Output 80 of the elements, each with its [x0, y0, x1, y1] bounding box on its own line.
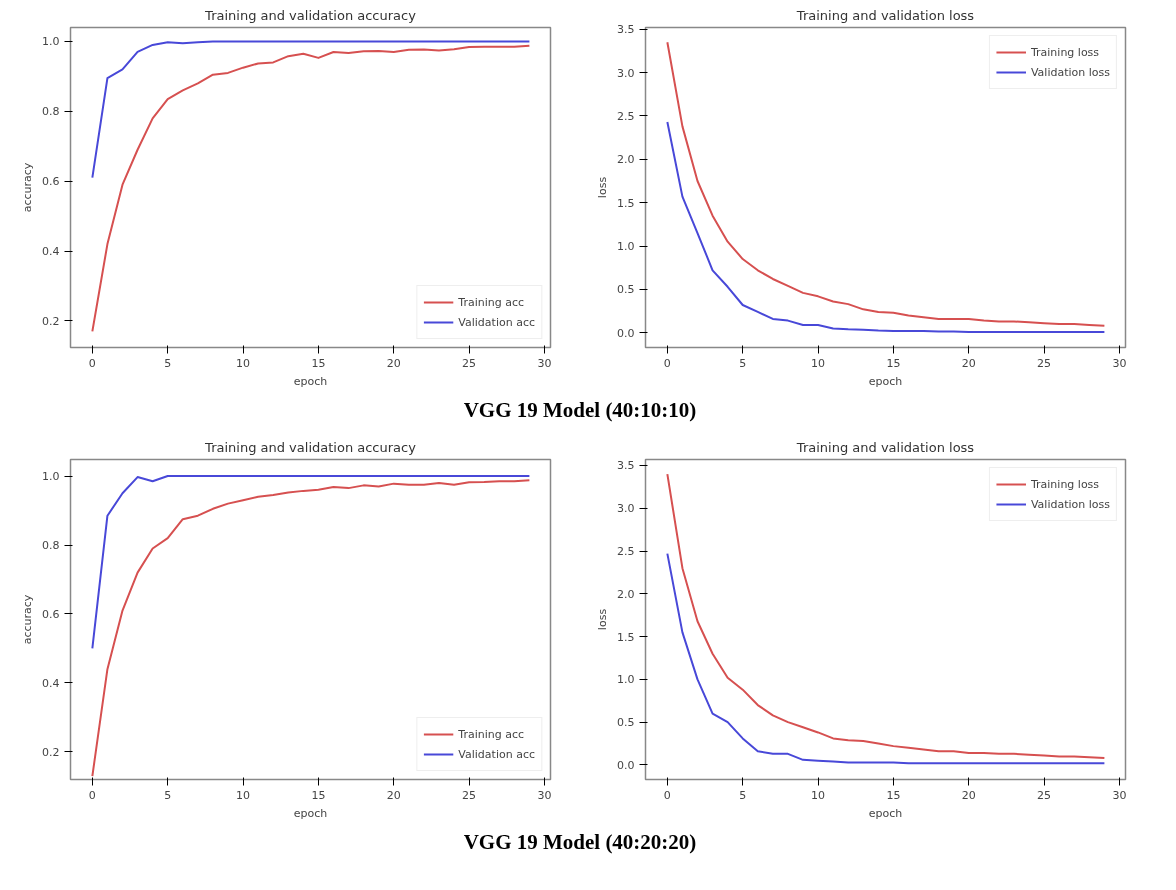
- chart-title: Training and validation loss: [795, 439, 975, 455]
- y-tick-label: 0.5: [617, 716, 635, 730]
- x-tick-label: 10: [811, 788, 826, 802]
- x-axis-title: epoch: [868, 374, 903, 388]
- x-tick-label: 5: [739, 356, 747, 370]
- y-tick-label: 3.5: [617, 459, 635, 473]
- x-tick-label: 0: [663, 356, 671, 370]
- y-tick-label: 3.0: [617, 66, 635, 80]
- x-tick-label: 20: [386, 788, 401, 802]
- x-tick-label: 30: [1112, 356, 1127, 370]
- x-tick-label: 25: [462, 788, 477, 802]
- x-tick-label: 0: [663, 788, 671, 802]
- line-series: [91, 475, 531, 650]
- y-tick-label: 0.0: [617, 758, 635, 772]
- legend-label: Validation acc: [458, 747, 535, 761]
- line-series: [666, 552, 1106, 765]
- x-tick-label: 5: [739, 788, 747, 802]
- line-series: [91, 40, 531, 179]
- y-tick-label: 0.8: [42, 539, 60, 553]
- y-axis-title: loss: [596, 608, 610, 631]
- y-tick-label: 0.2: [42, 745, 60, 759]
- x-tick-label: 20: [386, 356, 401, 370]
- x-axis-title: epoch: [293, 374, 328, 388]
- y-tick-label: 3.5: [617, 23, 635, 37]
- y-tick-label: 1.0: [42, 35, 60, 49]
- x-tick-label: 25: [462, 356, 477, 370]
- x-tick-label: 30: [537, 356, 552, 370]
- y-axis-title: accuracy: [21, 162, 35, 213]
- legend-label: Training loss: [1030, 45, 1100, 59]
- y-tick-label: 1.5: [617, 630, 635, 644]
- y-axis-title: loss: [596, 176, 610, 199]
- y-tick-label: 0.5: [617, 283, 635, 297]
- text: VGG 19 Model (40:10:10): [463, 397, 697, 424]
- legend-label: Training acc: [458, 727, 525, 741]
- x-tick-label: 15: [311, 788, 326, 802]
- x-tick-label: 30: [537, 788, 552, 802]
- x-tick-label: 25: [1037, 788, 1052, 802]
- x-tick-label: 20: [961, 788, 976, 802]
- legend-label: Training loss: [1030, 477, 1100, 491]
- line-series: [666, 121, 1106, 333]
- x-tick-label: 30: [1112, 788, 1127, 802]
- x-tick-label: 15: [886, 356, 901, 370]
- y-tick-label: 1.5: [617, 196, 635, 210]
- chart-title: Training and validation loss: [795, 7, 975, 23]
- y-tick-label: 0.0: [617, 326, 635, 340]
- x-tick-label: 0: [88, 356, 96, 370]
- x-tick-label: 5: [164, 788, 172, 802]
- y-tick-label: 2.0: [617, 587, 635, 601]
- x-tick-label: 25: [1037, 356, 1052, 370]
- legend-label: Validation loss: [1030, 497, 1110, 511]
- y-tick-label: 2.5: [617, 545, 635, 559]
- y-tick-label: 0.2: [42, 314, 60, 328]
- y-tick-label: 2.0: [617, 153, 635, 167]
- x-axis-title: epoch: [293, 806, 328, 820]
- x-tick-label: 15: [886, 788, 901, 802]
- x-tick-label: 20: [961, 356, 976, 370]
- x-tick-label: 10: [236, 788, 251, 802]
- chart-title: Training and validation accuracy: [204, 7, 417, 23]
- text: VGG 19 Model (40:20:20): [463, 829, 697, 856]
- y-tick-label: 1.0: [617, 240, 635, 254]
- x-tick-label: 15: [311, 356, 326, 370]
- y-tick-label: 2.5: [617, 109, 635, 123]
- y-tick-label: 1.0: [617, 673, 635, 687]
- y-tick-label: 0.4: [42, 676, 60, 690]
- x-axis-title: epoch: [868, 806, 903, 820]
- y-tick-label: 0.8: [42, 105, 60, 119]
- y-tick-label: 0.4: [42, 245, 60, 259]
- legend-label: Validation acc: [458, 315, 535, 329]
- legend-label: Validation loss: [1030, 65, 1110, 79]
- y-tick-label: 0.6: [42, 607, 60, 621]
- x-tick-label: 0: [88, 788, 96, 802]
- y-tick-label: 3.0: [617, 502, 635, 516]
- x-tick-label: 5: [164, 356, 172, 370]
- y-tick-label: 0.6: [42, 175, 60, 189]
- chart-title: Training and validation accuracy: [204, 439, 417, 455]
- x-tick-label: 10: [236, 356, 251, 370]
- x-tick-label: 10: [811, 356, 826, 370]
- legend-label: Training acc: [458, 295, 525, 309]
- y-axis-title: accuracy: [21, 594, 35, 645]
- y-tick-label: 1.0: [42, 470, 60, 484]
